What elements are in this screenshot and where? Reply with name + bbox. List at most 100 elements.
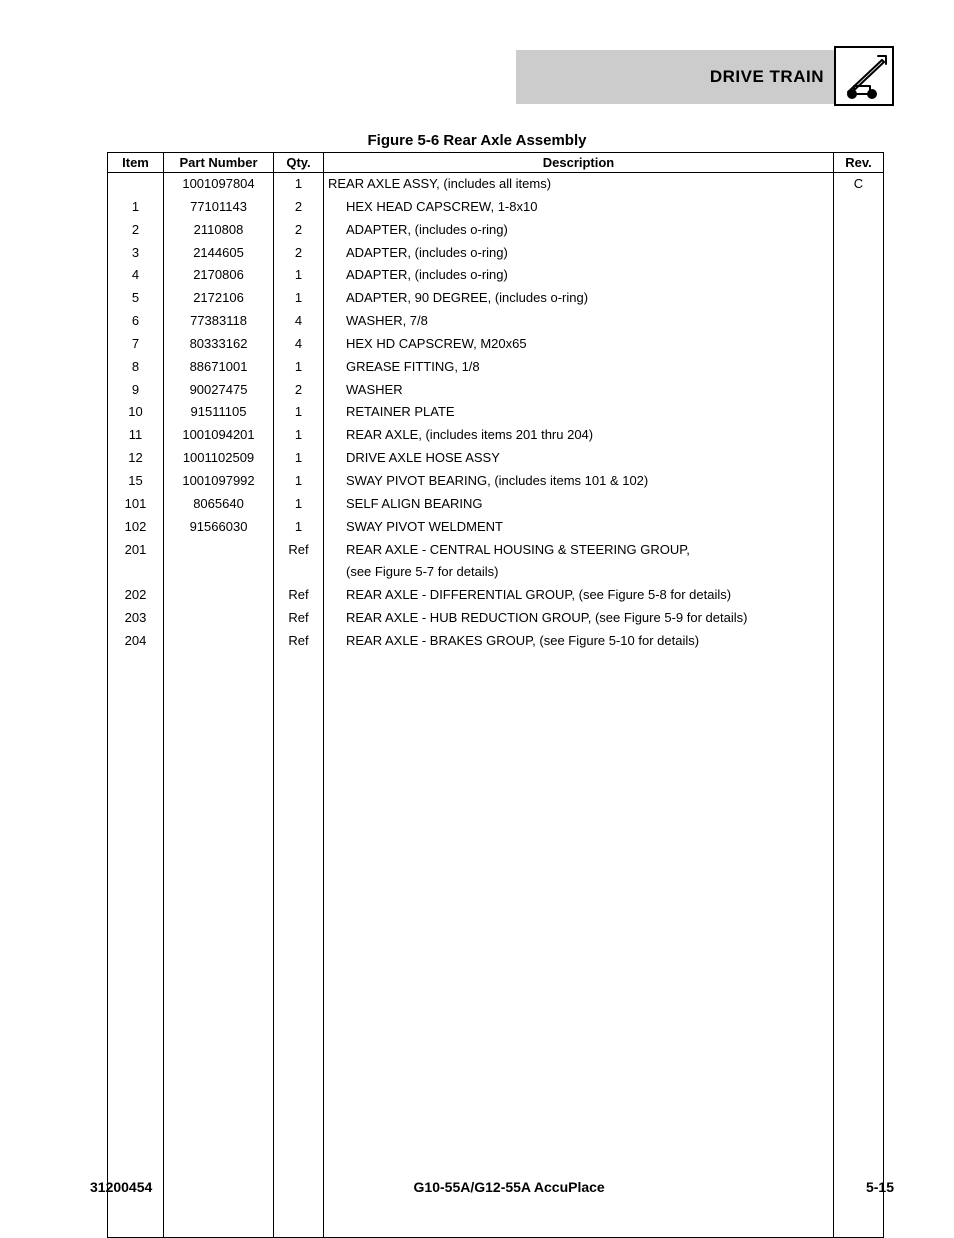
col-header-rev: Rev. — [834, 153, 884, 173]
page: DRIVE TRAIN Figure 5-6 Rear Axle Assembl… — [0, 0, 954, 1235]
cell-item: 15 — [108, 470, 164, 493]
cell-part-number: 1001097992 — [164, 470, 274, 493]
cell-qty: 1 — [274, 264, 324, 287]
cell-rev — [834, 607, 884, 630]
cell-item: 6 — [108, 310, 164, 333]
cell-rev — [834, 539, 884, 562]
filler-cell — [324, 653, 834, 1238]
table-header-row: Item Part Number Qty. Description Rev. — [108, 153, 884, 173]
cell-rev — [834, 470, 884, 493]
cell-qty: 1 — [274, 516, 324, 539]
cell-qty: 1 — [274, 470, 324, 493]
cell-qty: 2 — [274, 242, 324, 265]
cell-item: 1 — [108, 196, 164, 219]
cell-description: WASHER — [324, 379, 834, 402]
table-row: 1771011432HEX HEAD CAPSCREW, 1-8x10 — [108, 196, 884, 219]
cell-item: 2 — [108, 219, 164, 242]
table-row: 421708061ADAPTER, (includes o-ring) — [108, 264, 884, 287]
cell-qty: Ref — [274, 607, 324, 630]
table-row: 202RefREAR AXLE - DIFFERENTIAL GROUP, (s… — [108, 584, 884, 607]
cell-description: REAR AXLE - BRAKES GROUP, (see Figure 5-… — [324, 630, 834, 653]
cell-rev — [834, 242, 884, 265]
cell-description: SWAY PIVOT BEARING, (includes items 101 … — [324, 470, 834, 493]
cell-description: RETAINER PLATE — [324, 401, 834, 424]
table-row: 10915111051RETAINER PLATE — [108, 401, 884, 424]
cell-part-number: 2144605 — [164, 242, 274, 265]
section-title: DRIVE TRAIN — [710, 67, 824, 87]
col-header-part: Part Number — [164, 153, 274, 173]
cell-qty: 2 — [274, 379, 324, 402]
cell-item: 7 — [108, 333, 164, 356]
cell-description: REAR AXLE - CENTRAL HOUSING & STEERING G… — [324, 539, 834, 562]
table-row: 221108082ADAPTER, (includes o-ring) — [108, 219, 884, 242]
cell-item: 3 — [108, 242, 164, 265]
cell-qty: 4 — [274, 310, 324, 333]
filler-cell — [834, 653, 884, 1238]
cell-description: REAR AXLE - HUB REDUCTION GROUP, (see Fi… — [324, 607, 834, 630]
cell-item: 4 — [108, 264, 164, 287]
cell-part-number — [164, 607, 274, 630]
cell-part-number: 1001102509 — [164, 447, 274, 470]
cell-qty: Ref — [274, 584, 324, 607]
cell-part-number: 77383118 — [164, 310, 274, 333]
footer-doc-number: 31200454 — [90, 1179, 152, 1195]
cell-part-number: 88671001 — [164, 356, 274, 379]
cell-rev — [834, 630, 884, 653]
cell-rev — [834, 424, 884, 447]
cell-rev — [834, 447, 884, 470]
cell-qty: 1 — [274, 356, 324, 379]
cell-rev — [834, 196, 884, 219]
table-row: 10180656401SELF ALIGN BEARING — [108, 493, 884, 516]
cell-qty: 1 — [274, 493, 324, 516]
cell-qty: Ref — [274, 539, 324, 562]
cell-description: DRIVE AXLE HOSE ASSY — [324, 447, 834, 470]
cell-part-number: 8065640 — [164, 493, 274, 516]
cell-description: (see Figure 5-7 for details) — [324, 561, 834, 584]
cell-description: WASHER, 7/8 — [324, 310, 834, 333]
cell-rev — [834, 493, 884, 516]
cell-part-number — [164, 584, 274, 607]
filler-cell — [274, 653, 324, 1238]
table-row: 201RefREAR AXLE - CENTRAL HOUSING & STEE… — [108, 539, 884, 562]
cell-description: ADAPTER, (includes o-ring) — [324, 264, 834, 287]
cell-part-number: 90027475 — [164, 379, 274, 402]
cell-part-number — [164, 539, 274, 562]
cell-rev — [834, 219, 884, 242]
cell-part-number: 2170806 — [164, 264, 274, 287]
cell-description: ADAPTER, (includes o-ring) — [324, 242, 834, 265]
table-title: Figure 5-6 Rear Axle Assembly — [0, 132, 954, 149]
cell-part-number: 80333162 — [164, 333, 274, 356]
col-header-item: Item — [108, 153, 164, 173]
cell-rev — [834, 561, 884, 584]
cell-part-number: 91566030 — [164, 516, 274, 539]
cell-rev — [834, 584, 884, 607]
cell-part-number: 91511105 — [164, 401, 274, 424]
cell-description: ADAPTER, 90 DEGREE, (includes o-ring) — [324, 287, 834, 310]
table-row: 1210011025091DRIVE AXLE HOSE ASSY — [108, 447, 884, 470]
cell-qty: 2 — [274, 219, 324, 242]
cell-qty: Ref — [274, 630, 324, 653]
cell-item: 8 — [108, 356, 164, 379]
table-row: 321446052ADAPTER, (includes o-ring) — [108, 242, 884, 265]
cell-part-number: 77101143 — [164, 196, 274, 219]
telehandler-icon — [834, 46, 894, 106]
filler-cell — [108, 653, 164, 1238]
cell-rev — [834, 356, 884, 379]
cell-item: 202 — [108, 584, 164, 607]
table-row: 7803331624HEX HD CAPSCREW, M20x65 — [108, 333, 884, 356]
cell-qty: 1 — [274, 447, 324, 470]
table-row: 10010978041REAR AXLE ASSY, (includes all… — [108, 173, 884, 196]
page-footer: 31200454 G10-55A/G12-55A AccuPlace 5-15 — [90, 1179, 894, 1195]
cell-part-number: 1001097804 — [164, 173, 274, 196]
cell-qty: 1 — [274, 287, 324, 310]
cell-rev — [834, 310, 884, 333]
cell-item — [108, 173, 164, 196]
cell-description: HEX HEAD CAPSCREW, 1-8x10 — [324, 196, 834, 219]
cell-item: 101 — [108, 493, 164, 516]
cell-description: SWAY PIVOT WELDMENT — [324, 516, 834, 539]
cell-rev: C — [834, 173, 884, 196]
cell-rev — [834, 401, 884, 424]
cell-qty: 1 — [274, 424, 324, 447]
cell-qty: 2 — [274, 196, 324, 219]
cell-rev — [834, 516, 884, 539]
